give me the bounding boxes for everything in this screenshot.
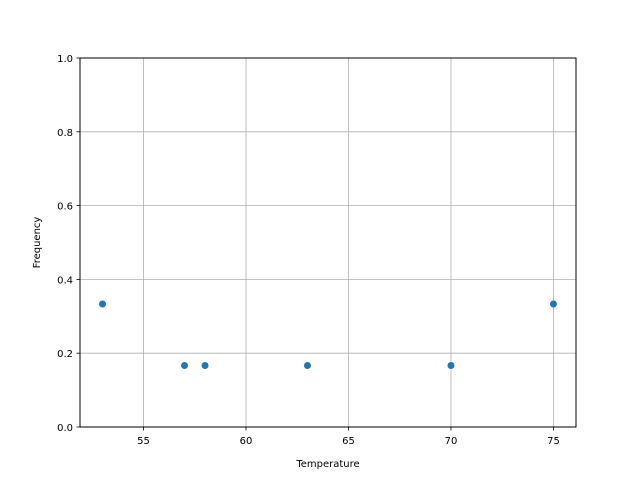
x-tick-label: 70 bbox=[445, 436, 458, 447]
data-points bbox=[99, 300, 557, 369]
x-tick-label: 55 bbox=[137, 436, 150, 447]
y-tick-label: 0.0 bbox=[57, 423, 73, 434]
y-tick-label: 0.8 bbox=[57, 128, 73, 139]
data-point bbox=[99, 300, 107, 308]
data-point bbox=[304, 361, 312, 369]
data-point bbox=[549, 300, 557, 308]
data-point bbox=[181, 361, 189, 369]
ticks: 55 60 65 70 75 0.0 0.2 0.4 0.6 0.8 1.0 bbox=[57, 54, 560, 447]
y-tick-label: 0.4 bbox=[57, 275, 73, 286]
y-tick-label: 0.6 bbox=[57, 202, 73, 213]
x-axis-label: Temperature bbox=[295, 459, 359, 470]
data-point bbox=[201, 361, 209, 369]
y-axis-label: Frequency bbox=[32, 217, 43, 269]
data-point bbox=[447, 361, 455, 369]
x-tick-label: 65 bbox=[342, 436, 355, 447]
x-tick-label: 75 bbox=[547, 436, 560, 447]
grid bbox=[80, 57, 576, 428]
x-tick-label: 60 bbox=[240, 436, 253, 447]
axes-frame bbox=[79, 57, 577, 428]
y-tick-label: 0.2 bbox=[57, 349, 73, 360]
y-tick-label: 1.0 bbox=[57, 54, 73, 65]
